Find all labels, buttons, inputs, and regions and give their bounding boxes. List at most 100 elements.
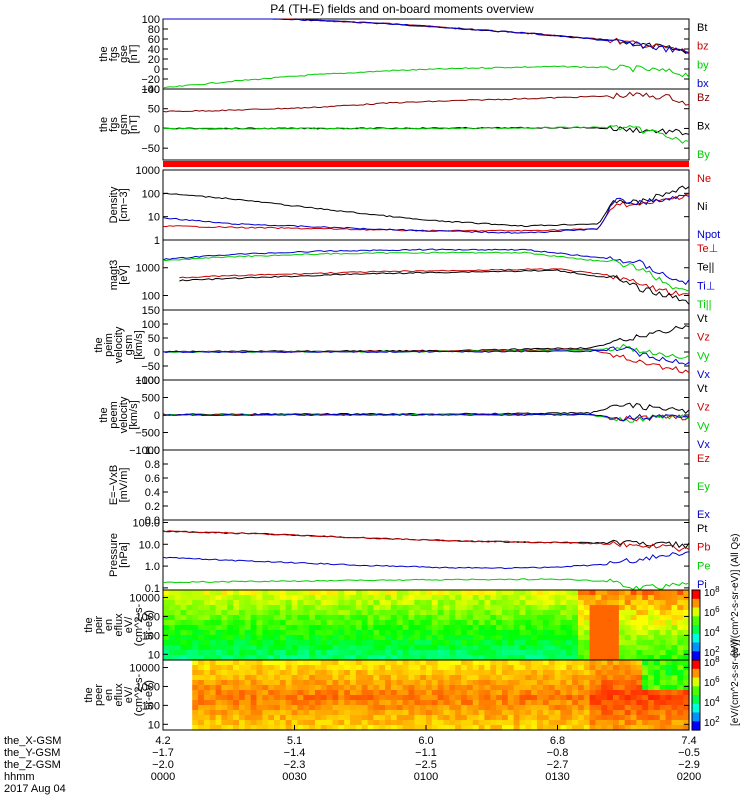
heatmap-cell — [648, 710, 655, 716]
heatmap-cell — [677, 640, 684, 646]
heatmap-cell — [338, 710, 345, 716]
heatmap-cell — [525, 710, 532, 716]
heatmap-cell — [350, 645, 357, 651]
heatmap-cell — [502, 615, 509, 621]
heatmap-cell — [350, 600, 357, 606]
heatmap-cell — [168, 630, 176, 636]
heatmap-cell — [683, 695, 690, 701]
series-line-density — [162, 185, 690, 228]
heatmap-cell — [355, 705, 363, 711]
heatmap-cell — [192, 640, 199, 646]
heatmap-cell — [355, 640, 363, 646]
y-tick-label: 0.0 — [145, 515, 160, 527]
heatmap-cell — [291, 680, 298, 686]
heatmap-cell — [455, 600, 462, 606]
heatmap-cell — [168, 650, 176, 656]
heatmap-cell — [250, 635, 258, 641]
heatmap-cell — [677, 665, 684, 671]
date-label: 2017 Aug 04 — [4, 783, 66, 795]
heatmap-cell — [355, 660, 363, 666]
heatmap-cell — [215, 635, 222, 641]
heatmap-cell — [595, 705, 602, 711]
heatmap-cell — [548, 685, 556, 691]
heatmap-cell — [449, 690, 456, 696]
heatmap-cell — [607, 705, 614, 711]
heatmap-cell — [449, 665, 456, 671]
heatmap-cell — [215, 660, 222, 666]
heatmap-cell — [683, 705, 690, 711]
heatmap-cell — [525, 600, 532, 606]
heatmap-cell — [396, 640, 404, 646]
heatmap-cell — [192, 660, 199, 666]
heatmap-cell — [221, 705, 228, 711]
heatmap-cell — [215, 600, 222, 606]
heatmap-cell — [542, 625, 550, 631]
heatmap-cell — [367, 680, 374, 686]
heatmap-cell — [338, 690, 345, 696]
y-axis-label: the — [98, 117, 110, 132]
heatmap-cell — [665, 640, 672, 646]
heatmap-cell — [484, 715, 491, 721]
heatmap-cell — [274, 640, 281, 646]
heatmap-cell — [256, 650, 263, 656]
heatmap-cell — [443, 630, 450, 636]
heatmap-cell — [268, 710, 275, 716]
y-tick-label: 1000 — [136, 612, 160, 624]
heatmap-cell — [186, 635, 193, 641]
heatmap-cell — [496, 710, 503, 716]
heatmap-cell — [642, 610, 649, 616]
heatmap-cell — [455, 695, 462, 701]
heatmap-cell — [578, 715, 585, 721]
heatmap-cell — [309, 675, 316, 681]
heatmap-cell — [677, 610, 684, 616]
heatmap-cell — [496, 725, 503, 731]
heatmap-cell — [390, 635, 398, 641]
heatmap-cell — [583, 710, 591, 716]
heatmap-cell — [455, 615, 462, 621]
heatmap-cell — [449, 675, 456, 681]
heatmap-cell — [420, 715, 427, 721]
heatmap-cell — [572, 670, 579, 676]
heatmap-cell — [484, 625, 491, 631]
heatmap-cell — [548, 600, 556, 606]
heatmap-cell — [502, 715, 509, 721]
colorbar-tick: 104 — [704, 625, 720, 639]
heatmap-cell — [367, 655, 374, 661]
heatmap-cell — [478, 600, 485, 606]
heatmap-cell — [578, 615, 585, 621]
heatmap-cell — [659, 635, 667, 641]
heatmap-cell — [367, 700, 374, 706]
heatmap-cell — [396, 680, 404, 686]
heatmap-cell — [648, 640, 655, 646]
heatmap-cell — [437, 620, 445, 626]
x-row-label: the_X-GSM — [4, 735, 61, 747]
heatmap-cell — [601, 720, 608, 726]
heatmap-cell — [659, 675, 667, 681]
heatmap-cell — [636, 675, 643, 681]
heatmap-cell — [268, 685, 275, 691]
heatmap-cell — [507, 595, 515, 601]
heatmap-cell — [542, 695, 550, 701]
heatmap-cell — [274, 595, 281, 601]
heatmap-cell — [572, 700, 579, 706]
heatmap-cell — [449, 630, 456, 636]
heatmap-cell — [244, 600, 252, 606]
heatmap-cell — [326, 645, 333, 651]
heatmap-cell — [525, 715, 532, 721]
y-tick-label: 0 — [154, 64, 160, 76]
heatmap-cell — [402, 645, 409, 651]
heatmap-cell — [431, 595, 439, 601]
heatmap-cell — [209, 700, 217, 706]
heatmap-cell — [431, 645, 439, 651]
heatmap-cell — [239, 590, 246, 596]
heatmap-cell — [186, 595, 193, 601]
heatmap-cell — [390, 650, 398, 656]
heatmap-cell — [209, 715, 217, 721]
heatmap-cell — [496, 690, 503, 696]
heatmap-cell — [221, 670, 228, 676]
heatmap-cell — [572, 635, 579, 641]
heatmap-cell — [595, 695, 602, 701]
heatmap-cell — [624, 595, 632, 601]
heatmap-cell — [320, 700, 328, 706]
heatmap-cell — [455, 620, 462, 626]
